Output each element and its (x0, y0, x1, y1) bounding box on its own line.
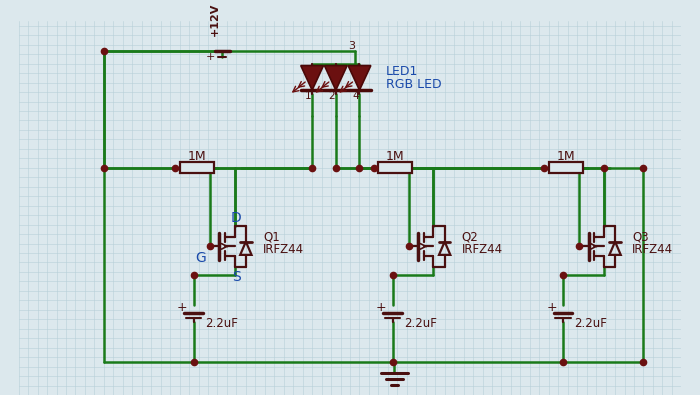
Text: 2.2uF: 2.2uF (404, 318, 437, 331)
Polygon shape (301, 66, 323, 90)
Text: +: + (546, 301, 557, 314)
Text: IRFZ44: IRFZ44 (632, 243, 673, 256)
Text: Q3: Q3 (632, 230, 649, 243)
Text: +12V: +12V (209, 3, 220, 36)
Text: 2.2uF: 2.2uF (575, 318, 607, 331)
Polygon shape (348, 66, 371, 90)
Text: 2: 2 (329, 91, 335, 101)
Text: Q1: Q1 (263, 230, 280, 243)
Text: G: G (195, 251, 206, 265)
Text: S: S (232, 270, 241, 284)
Text: 1M: 1M (386, 150, 405, 163)
Text: RGB LED: RGB LED (386, 78, 442, 91)
Bar (549, 162, 583, 173)
Text: 1: 1 (305, 91, 312, 101)
Polygon shape (324, 66, 347, 90)
Text: LED1: LED1 (386, 65, 419, 78)
Text: D: D (231, 211, 241, 225)
Text: IRFZ44: IRFZ44 (462, 243, 503, 256)
Text: +: + (206, 52, 216, 62)
Text: 2.2uF: 2.2uF (205, 318, 238, 331)
Bar (379, 162, 412, 173)
Text: IRFZ44: IRFZ44 (263, 243, 304, 256)
Text: +: + (177, 301, 188, 314)
Text: 4: 4 (352, 91, 359, 101)
Text: 3: 3 (349, 41, 356, 51)
Text: Q2: Q2 (462, 230, 479, 243)
Text: 1M: 1M (556, 150, 575, 163)
Text: +: + (376, 301, 386, 314)
Bar (180, 162, 214, 173)
Text: 1M: 1M (188, 150, 206, 163)
